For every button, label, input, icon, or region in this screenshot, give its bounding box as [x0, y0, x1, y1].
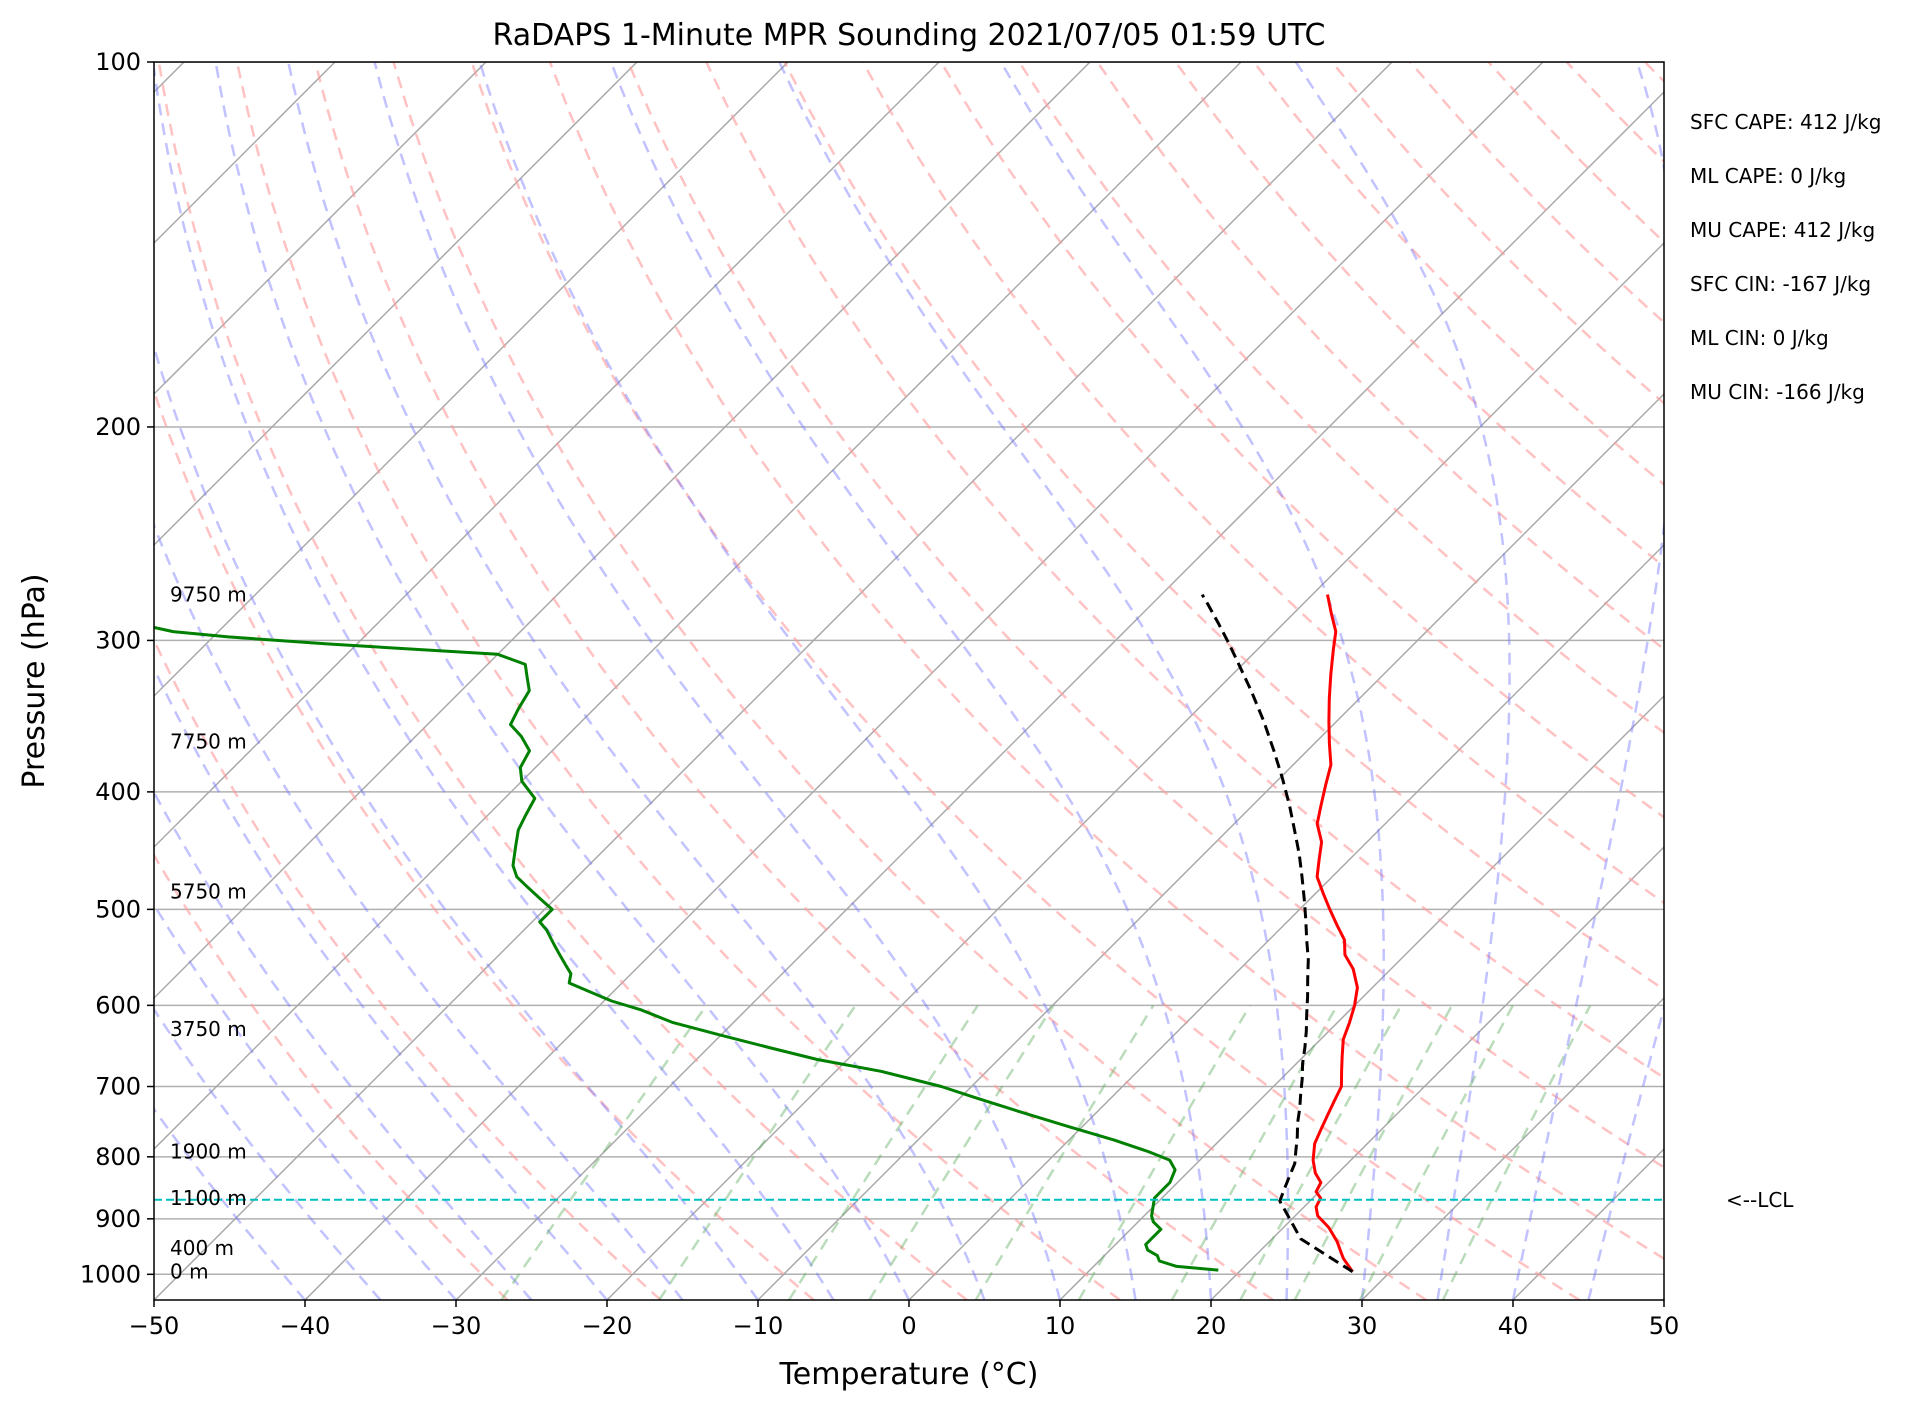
height-label: 7750 m	[170, 730, 247, 754]
isotherm-line	[1059, 694, 1664, 1300]
x-tick-label: −10	[733, 1312, 784, 1340]
sounding-index-label: ML CAPE: 0 J/kg	[1690, 164, 1846, 188]
moist-adiabat-line	[154, 62, 835, 1300]
isotherm-line	[154, 62, 638, 547]
x-tick-label: −40	[280, 1312, 331, 1340]
mixing-ratio-line	[787, 1004, 979, 1300]
moist-adiabat-line	[154, 789, 533, 1300]
isotherm-line	[154, 62, 1242, 1151]
x-tick-label: 30	[1347, 1312, 1378, 1340]
dry-adiabat-line	[392, 62, 1427, 1300]
dry-adiabat-line	[154, 637, 662, 1300]
isotherm-line	[1361, 996, 1664, 1300]
moist-adiabat-line	[214, 62, 911, 1300]
isotherm-line	[154, 62, 1091, 1000]
moist-adiabat-line	[1511, 62, 1664, 1300]
x-tick-label: 10	[1045, 1312, 1076, 1340]
mixing-ratio-line	[1441, 1004, 1592, 1300]
lcl-label: <--LCL	[1726, 1188, 1794, 1212]
height-label: 400 m	[170, 1236, 234, 1260]
chart-title: RaDAPS 1-Minute MPR Sounding 2021/07/05 …	[493, 18, 1326, 53]
mixing-ratio-line	[1358, 1004, 1514, 1300]
dry-adiabat-line	[626, 62, 1664, 1169]
dewpoint-line	[154, 625, 1219, 1272]
dry-adiabat-line	[154, 387, 815, 1300]
dry-adiabat-line	[154, 852, 509, 1300]
y-tick-label: 200	[95, 413, 141, 441]
y-tick-label: 300	[95, 626, 141, 654]
mixing-ratio-line	[1239, 1004, 1403, 1300]
moist-adiabat-line	[609, 62, 1213, 1300]
height-label: 3750 m	[170, 1017, 247, 1041]
x-tick-label: 50	[1649, 1312, 1680, 1340]
isotherm-line	[154, 62, 789, 698]
y-tick-label: 1000	[80, 1260, 141, 1288]
dry-adiabat-line	[157, 62, 968, 1300]
moist-adiabat-line	[287, 62, 986, 1300]
dry-adiabat-line	[548, 62, 1664, 1261]
moist-adiabat-line	[1294, 62, 1511, 1300]
x-tick-label: 40	[1498, 1312, 1529, 1340]
sounding-index-label: SFC CAPE: 412 J/kg	[1690, 110, 1881, 134]
dry-adiabat-line	[470, 62, 1581, 1300]
isotherm-line	[154, 62, 487, 396]
x-axis-title: Temperature (°C)	[779, 1357, 1039, 1392]
isotherm-line	[304, 62, 1544, 1300]
isotherm-line	[455, 90, 1664, 1300]
x-tick-label: 0	[901, 1312, 916, 1340]
dry-adiabat-line	[861, 62, 1664, 905]
moist-adiabat-line	[1587, 1003, 1664, 1300]
y-axis-title: Pressure (hPa)	[17, 573, 52, 788]
mixing-ratio-line	[1293, 1004, 1453, 1300]
parcel-profile-line	[1200, 593, 1354, 1273]
sounding-index-label: MU CAPE: 412 J/kg	[1690, 218, 1875, 242]
x-tick-label: −50	[129, 1312, 180, 1340]
isotherm-line	[154, 62, 1393, 1300]
dry-adiabat-line	[783, 62, 1664, 992]
isotherm-line	[908, 543, 1664, 1300]
moist-adiabat-line	[478, 62, 1137, 1300]
mixing-ratio-line	[1077, 1004, 1252, 1300]
height-label: 0 m	[170, 1259, 209, 1283]
y-tick-label: 900	[95, 1205, 141, 1233]
isotherm-line	[154, 62, 940, 849]
sounding-index-label: ML CIN: 0 J/kg	[1690, 326, 1829, 350]
height-label: 9750 m	[170, 583, 247, 607]
mixing-ratio-line	[868, 1004, 1055, 1300]
temperature-line	[1311, 594, 1359, 1273]
y-tick-label: 800	[95, 1143, 141, 1171]
sounding-index-label: SFC CIN: -167 J/kg	[1690, 272, 1871, 296]
y-tick-label: 600	[95, 991, 141, 1019]
isotherm-line	[1210, 845, 1664, 1300]
moist-adiabat-line	[999, 62, 1385, 1300]
height-label: 5750 m	[170, 879, 247, 903]
y-tick-label: 500	[95, 895, 141, 923]
moist-adiabat-line	[154, 902, 457, 1300]
mixing-ratio-line	[974, 1004, 1155, 1300]
x-tick-label: −30	[431, 1312, 482, 1340]
height-label: 1900 m	[170, 1140, 247, 1164]
moist-adiabat-line	[154, 665, 608, 1300]
moist-adiabat-line	[154, 522, 684, 1300]
dry-adiabat-line	[235, 62, 1121, 1300]
sounding-index-label: MU CIN: -166 J/kg	[1690, 380, 1865, 404]
y-tick-label: 700	[95, 1073, 141, 1101]
x-tick-label: 20	[1196, 1312, 1227, 1340]
dry-adiabat-line	[939, 62, 1664, 819]
mixing-ratio-line	[658, 1004, 857, 1300]
x-tick-label: −20	[582, 1312, 633, 1340]
y-tick-label: 400	[95, 778, 141, 806]
moist-adiabat-line	[154, 343, 760, 1300]
height-label: 1100 m	[170, 1186, 247, 1210]
isotherm-line	[606, 241, 1664, 1300]
dry-adiabat-line	[705, 62, 1664, 1080]
mixing-ratio-line	[500, 1004, 708, 1300]
moist-adiabat-line	[373, 62, 1062, 1300]
dry-adiabat-line	[313, 62, 1274, 1300]
y-tick-label: 100	[95, 48, 141, 76]
